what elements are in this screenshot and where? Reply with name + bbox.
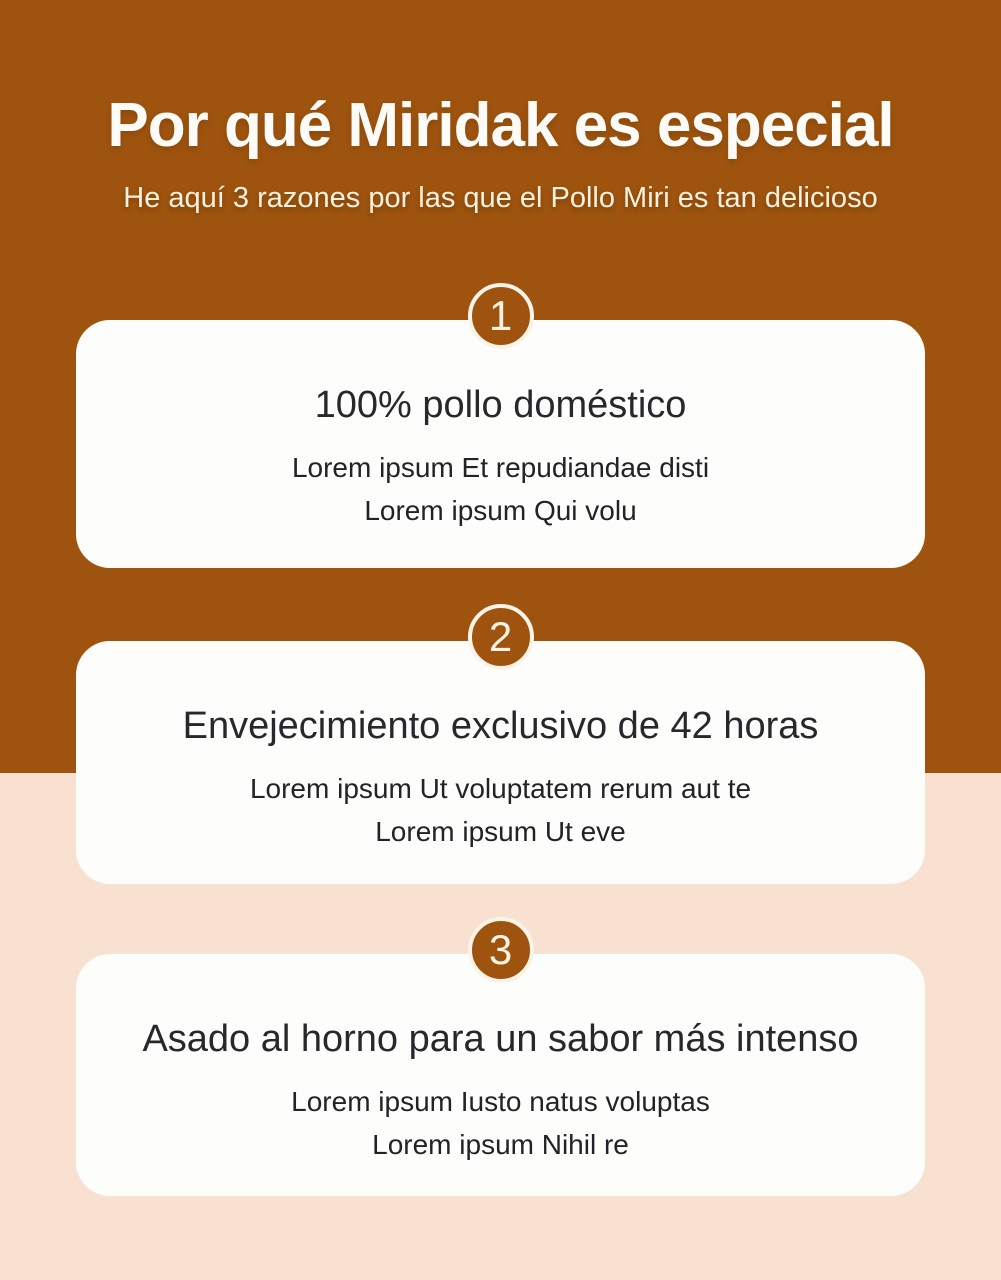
page-title: Por qué Miridak es especial: [107, 91, 894, 160]
number-badge-2: 2: [467, 604, 534, 670]
page-subtitle: He aquí 3 razones por las que el Pollo M…: [123, 182, 878, 214]
reason-card-2: 2 Envejecimiento exclusivo de 42 horas L…: [76, 604, 925, 884]
card-body-line: Lorem ipsum Qui volu: [364, 495, 637, 526]
card-title: Asado al horno para un sabor más intenso: [142, 1018, 859, 1060]
card-body-line: Lorem ipsum Iusto natus voluptas: [291, 1086, 710, 1117]
card-body: Lorem ipsum Et repudiandae disti Lorem i…: [76, 446, 925, 532]
card-body: Lorem ipsum Ut voluptatem rerum aut te L…: [76, 767, 925, 853]
number-badge-1: 1: [467, 283, 534, 349]
number-badge-3: 3: [467, 917, 534, 983]
reason-card-3: 3 Asado al horno para un sabor más inten…: [76, 917, 925, 1196]
badge-number: 2: [488, 613, 513, 660]
card-body-line: Lorem ipsum Ut voluptatem rerum aut te: [249, 773, 752, 804]
badge-number: 1: [488, 292, 513, 339]
reason-cards: 1 100% pollo doméstico Lorem ipsum Et re…: [76, 283, 925, 1196]
page-header: Por qué Miridak es especial He aquí 3 ra…: [0, 0, 1001, 218]
card-title: 100% pollo doméstico: [314, 384, 687, 426]
card-body-line: Lorem ipsum Nihil re: [372, 1129, 629, 1160]
card-body: Lorem ipsum Iusto natus voluptas Lorem i…: [76, 1080, 925, 1166]
badge-number: 3: [488, 926, 513, 973]
card-body-line: Lorem ipsum Et repudiandae disti: [291, 452, 710, 483]
card-body-line: Lorem ipsum Ut eve: [375, 816, 626, 847]
reason-card-1: 1 100% pollo doméstico Lorem ipsum Et re…: [76, 283, 925, 568]
card-title: Envejecimiento exclusivo de 42 horas: [182, 705, 819, 747]
